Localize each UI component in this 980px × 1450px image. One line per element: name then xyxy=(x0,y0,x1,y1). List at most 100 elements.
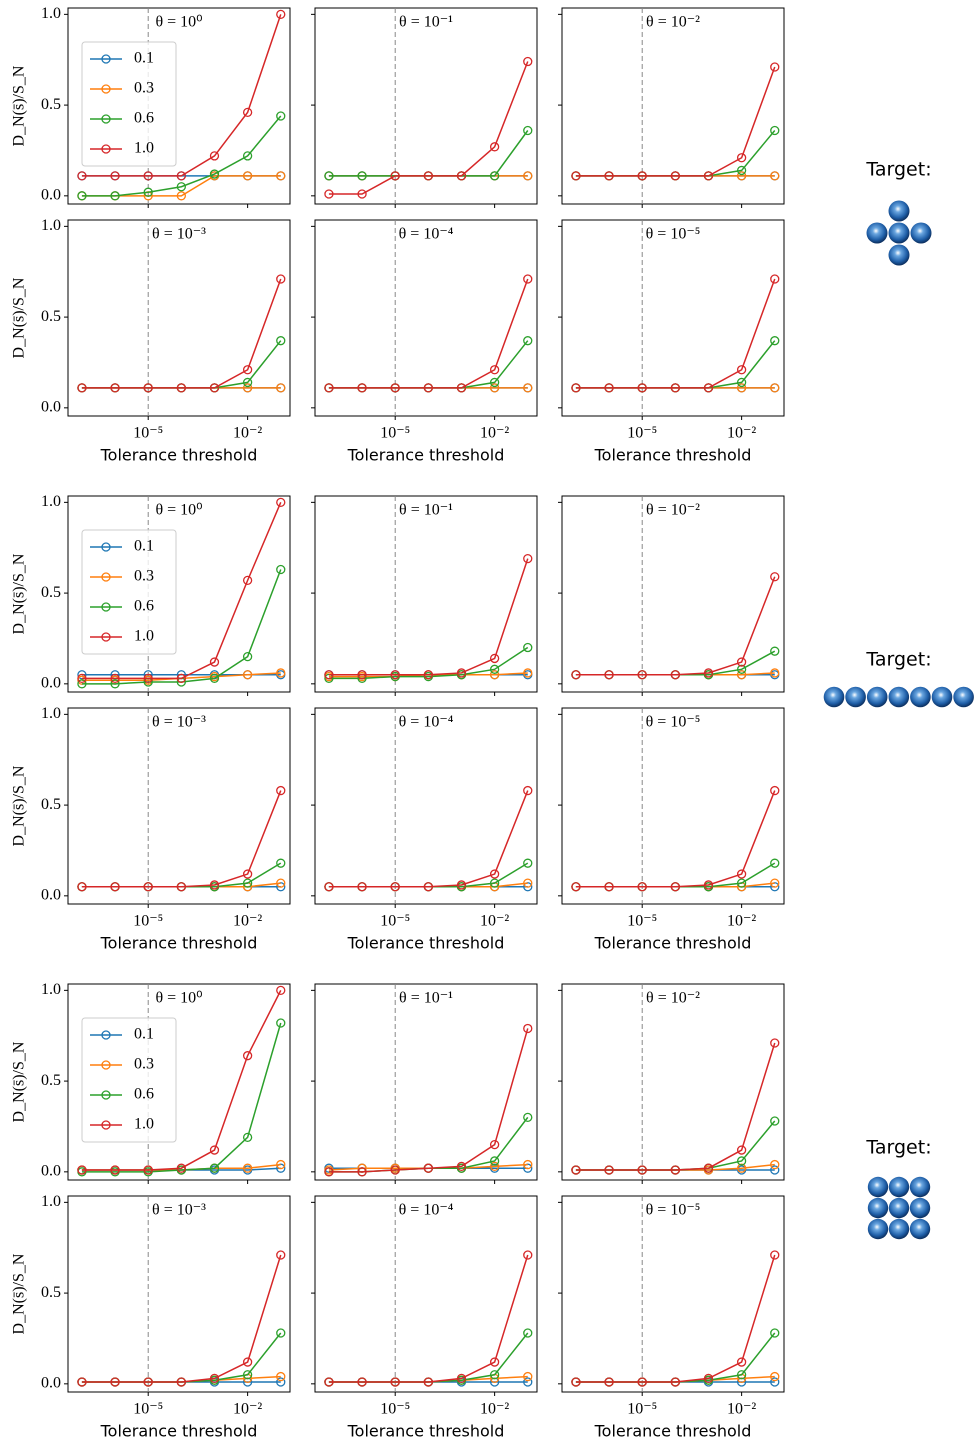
data-point xyxy=(77,1165,87,1175)
x-tick-label: 10⁻⁵ xyxy=(380,425,410,442)
panel-title: θ = 10⁻² xyxy=(646,502,700,519)
target-particle xyxy=(888,1176,910,1198)
target-particle xyxy=(845,686,866,708)
x-tick-label: 10⁻² xyxy=(480,913,509,930)
data-point xyxy=(110,679,120,689)
panel-title: θ = 10⁻³ xyxy=(152,226,206,243)
series-line xyxy=(81,1022,282,1173)
data-point xyxy=(390,1377,400,1387)
data-point xyxy=(357,1377,367,1387)
target-particle xyxy=(823,686,845,708)
legend: 0.1 0.3 0.6 1.0 xyxy=(81,529,177,655)
data-point xyxy=(110,171,120,181)
series-line xyxy=(81,115,282,197)
data-point xyxy=(736,869,747,879)
data-point xyxy=(489,142,500,152)
x-tick-label: 10⁻⁵ xyxy=(133,913,163,930)
data-point xyxy=(276,878,286,888)
legend-label: 1.0 xyxy=(134,140,154,157)
data-point xyxy=(770,1371,780,1382)
data-point xyxy=(637,171,647,181)
data-point xyxy=(489,1161,500,1172)
data-point xyxy=(703,668,714,678)
target-particle xyxy=(866,222,888,244)
data-point xyxy=(523,1250,533,1260)
legend-marker xyxy=(101,602,111,612)
plot-frame xyxy=(561,495,785,693)
data-point xyxy=(276,9,286,20)
x-tick-label: 10⁻² xyxy=(233,425,262,442)
data-point xyxy=(456,1161,467,1172)
data-point xyxy=(423,1163,433,1173)
y-tick-label: 0.5 xyxy=(41,584,61,601)
panel-title: θ = 10⁻² xyxy=(646,14,700,31)
y-axis-label: D_N(s̄)/S_N xyxy=(11,277,28,358)
panel-title: θ = 10⁻⁵ xyxy=(646,226,701,243)
legend-label: 1.0 xyxy=(134,628,154,645)
data-point xyxy=(242,151,253,161)
plot-frame xyxy=(67,495,291,693)
target-particle xyxy=(909,1218,931,1240)
target-particle xyxy=(888,222,910,244)
target-particle xyxy=(909,1197,931,1219)
legend-label: 0.3 xyxy=(134,568,154,585)
target-label: Target: xyxy=(865,1137,931,1159)
series-line xyxy=(81,1332,282,1383)
data-point xyxy=(523,1371,533,1382)
legend: 0.1 0.3 0.6 1.0 xyxy=(81,41,177,167)
target-particle xyxy=(888,1218,910,1240)
data-point xyxy=(736,165,747,176)
x-tick-label: 10⁻² xyxy=(480,425,509,442)
data-point xyxy=(242,670,253,680)
data-point xyxy=(242,869,253,879)
series-line xyxy=(81,502,282,680)
data-point xyxy=(110,383,120,393)
data-point xyxy=(703,171,714,181)
series-line xyxy=(575,1332,776,1383)
target-particle xyxy=(953,686,974,708)
data-point xyxy=(637,882,647,892)
x-axis-label: Tolerance threshold xyxy=(594,446,752,465)
data-point xyxy=(489,1370,500,1380)
data-point xyxy=(770,1377,780,1387)
data-point xyxy=(77,673,87,684)
data-point xyxy=(143,673,153,684)
data-point xyxy=(276,858,286,868)
data-point xyxy=(209,673,220,684)
legend-label: 0.1 xyxy=(134,538,154,555)
data-point xyxy=(770,1328,780,1338)
plot-frame xyxy=(67,1195,291,1393)
data-point xyxy=(176,182,186,192)
data-point xyxy=(324,383,334,393)
data-point xyxy=(637,383,647,393)
data-point xyxy=(670,383,680,393)
data-point xyxy=(276,111,286,121)
data-point xyxy=(77,1377,87,1387)
data-point xyxy=(489,664,500,674)
panel-title: θ = 10⁻⁴ xyxy=(399,714,454,731)
data-point xyxy=(770,383,780,393)
data-point xyxy=(276,785,286,796)
plot-frame xyxy=(314,1195,538,1393)
panel-title: θ = 10⁻⁵ xyxy=(646,1202,701,1219)
panel-title: θ = 10⁻⁴ xyxy=(399,1202,454,1219)
legend-marker xyxy=(101,572,111,582)
data-point xyxy=(176,383,186,393)
data-point xyxy=(523,1377,533,1387)
data-point xyxy=(489,878,500,888)
x-axis-label: Tolerance threshold xyxy=(100,446,258,465)
data-point xyxy=(276,274,286,284)
data-point xyxy=(523,274,533,284)
legend-label: 0.6 xyxy=(134,110,154,127)
plot-frame xyxy=(314,983,538,1181)
plot-frame xyxy=(314,707,538,905)
target-particle xyxy=(867,1218,889,1240)
data-point xyxy=(242,1132,253,1143)
panel-title: θ = 10⁰ xyxy=(155,502,202,519)
data-point xyxy=(143,1165,153,1175)
data-point xyxy=(736,365,747,375)
data-point xyxy=(670,882,680,892)
data-point xyxy=(770,1159,780,1170)
panel-title: θ = 10⁻⁴ xyxy=(399,226,454,243)
data-point xyxy=(703,1373,714,1384)
